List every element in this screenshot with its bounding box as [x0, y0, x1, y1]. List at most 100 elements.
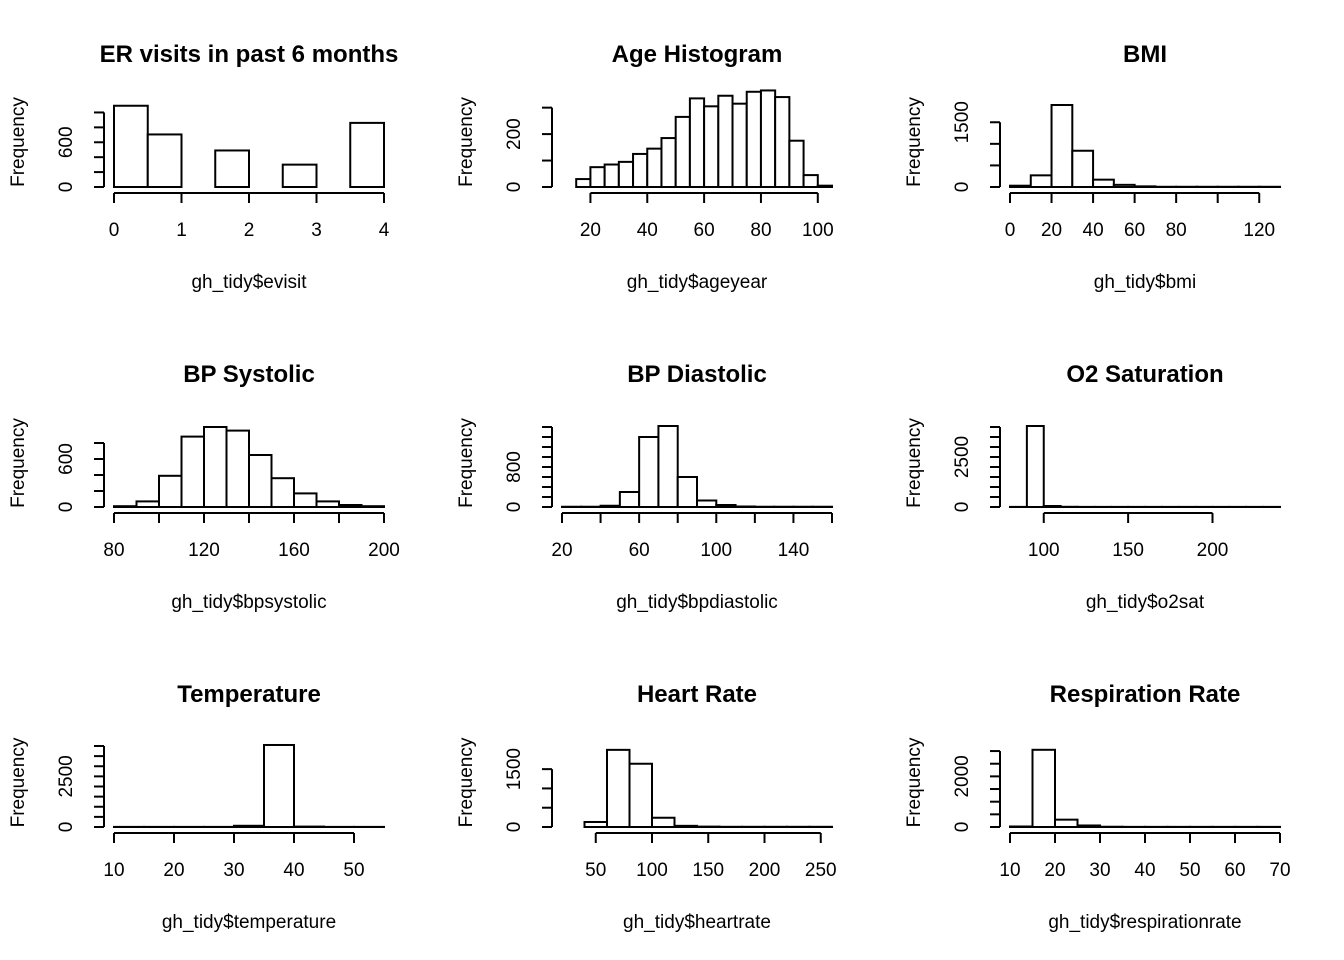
x-tick-label: 0 — [1005, 220, 1016, 241]
y-tick-label: 1500 — [504, 748, 525, 790]
x-axis-label: gh_tidy$o2sat — [1086, 592, 1205, 613]
x-tick-label: 80 — [103, 540, 124, 561]
histogram-bar — [1042, 505, 1062, 508]
y-axis-label: Frequency — [456, 737, 477, 827]
x-tick-label: 200 — [368, 540, 400, 561]
histogram-bar — [759, 89, 777, 188]
x-tick-label: 30 — [1089, 860, 1110, 881]
x-tick-label: 70 — [1269, 860, 1290, 881]
histogram-bar — [816, 184, 834, 188]
y-tick-label: 0 — [56, 502, 77, 513]
y-tick-label: 200 — [504, 118, 525, 150]
y-tick-label: 0 — [952, 182, 973, 193]
x-tick-label: 10 — [103, 860, 124, 881]
x-axis-label: gh_tidy$heartrate — [623, 912, 771, 933]
x-tick-label: 20 — [551, 540, 572, 561]
x-tick-label: 2 — [244, 220, 255, 241]
y-tick-label: 0 — [952, 822, 973, 833]
x-tick-label: 0 — [109, 220, 120, 241]
x-tick-label: 4 — [379, 220, 390, 241]
x-tick-label: 100 — [700, 540, 732, 561]
histogram-bar — [606, 748, 631, 828]
chart-title: BP Systolic — [183, 361, 315, 388]
histogram-panel: BMI Frequency gh_tidy$bmi 0 20 40 60 80 120 0 1500 — [904, 41, 1281, 293]
histogram-bar — [1025, 425, 1045, 508]
histogram-bar — [676, 476, 699, 508]
histogram-bar — [632, 152, 649, 189]
histogram-bar — [281, 163, 318, 189]
y-tick-label: 0 — [504, 502, 525, 513]
y-tick-label: 0 — [952, 502, 973, 513]
y-tick-label: 0 — [56, 822, 77, 833]
histogram-bar — [293, 492, 318, 508]
x-tick-label: 250 — [805, 860, 837, 881]
x-tick-label: 20 — [163, 860, 184, 881]
y-axis-label: Frequency — [8, 737, 29, 827]
x-tick-label: 80 — [1166, 220, 1187, 241]
x-tick-label: 30 — [223, 860, 244, 881]
histogram-bar — [233, 824, 265, 828]
x-tick-label: 120 — [188, 540, 220, 561]
x-tick-label: 100 — [1028, 540, 1060, 561]
y-axis-label: Frequency — [8, 418, 29, 508]
histogram-panel: BP Systolic Frequency gh_tidy$bpsystolic 80… — [8, 361, 400, 613]
y-axis-label: Frequency — [904, 737, 925, 827]
histogram-bar — [674, 115, 691, 188]
x-tick-label: 40 — [1083, 220, 1104, 241]
histogram-bar — [360, 505, 385, 509]
x-tick-label: 160 — [278, 540, 310, 561]
y-tick-label: 800 — [504, 451, 525, 483]
chart-title: BP Diastolic — [627, 361, 767, 388]
histogram-bar — [646, 147, 663, 188]
histogram-bar — [263, 743, 295, 828]
histogram-bar — [270, 477, 295, 509]
x-tick-label: 3 — [311, 220, 322, 241]
histogram-bar — [1009, 184, 1032, 188]
histogram-bar — [583, 820, 608, 829]
y-tick-label: 1500 — [952, 101, 973, 143]
histogram-panel: Age Histogram Frequency gh_tidy$ageyear 20 4… — [456, 41, 834, 293]
histogram-panel: Temperature Frequency gh_tidy$temperature 1… — [8, 681, 385, 933]
x-axis-label: gh_tidy$ageyear — [627, 272, 768, 293]
y-axis-label: Frequency — [456, 97, 477, 187]
histogram-bar — [1071, 149, 1095, 189]
histogram-bar — [203, 426, 228, 508]
x-axis-label: gh_tidy$bpdiastolic — [616, 592, 778, 613]
x-tick-label: 200 — [1197, 540, 1229, 561]
y-tick-label: 2000 — [952, 755, 973, 797]
histogram-bar — [1076, 824, 1101, 829]
x-axis-label: gh_tidy$bpsystolic — [171, 592, 326, 613]
histogram-bar — [214, 149, 250, 189]
histogram-bar — [1009, 825, 1034, 829]
y-tick-label: 2500 — [56, 755, 77, 797]
histogram-bar — [575, 178, 592, 188]
x-axis-label: gh_tidy$temperature — [162, 912, 336, 933]
x-tick-label: 40 — [637, 220, 658, 241]
x-tick-label: 20 — [580, 220, 601, 241]
histogram-bar — [660, 137, 677, 188]
x-tick-label: 50 — [343, 860, 364, 881]
histogram-bar — [715, 504, 737, 508]
y-tick-label: 600 — [56, 126, 77, 158]
histogram-panel: Respiration Rate Frequency gh_tidy$respira… — [904, 681, 1291, 933]
x-axis-label: gh_tidy$bmi — [1094, 272, 1196, 293]
y-axis-label: Frequency — [904, 97, 925, 187]
histogram-panel: BP Diastolic Frequency gh_tidy$bpdiastolic… — [456, 361, 834, 613]
histogram-bar — [1029, 174, 1053, 188]
histogram-bar — [315, 500, 340, 508]
x-tick-label: 150 — [692, 860, 724, 881]
histogram-bar — [135, 500, 160, 508]
y-tick-label: 0 — [504, 822, 525, 833]
chart-title: BMI — [1123, 41, 1167, 68]
histogram-bar — [688, 97, 706, 188]
histogram-bar — [657, 425, 679, 508]
histogram-bar — [113, 104, 149, 188]
histogram-bar — [1133, 185, 1157, 188]
histogram-bar — [1092, 178, 1115, 189]
histogram-bar — [802, 174, 819, 188]
x-tick-label: 60 — [694, 220, 715, 241]
histogram-bar — [703, 105, 720, 188]
x-tick-label: 100 — [802, 220, 834, 241]
histogram-bar — [745, 90, 762, 188]
x-tick-label: 20 — [1044, 860, 1065, 881]
